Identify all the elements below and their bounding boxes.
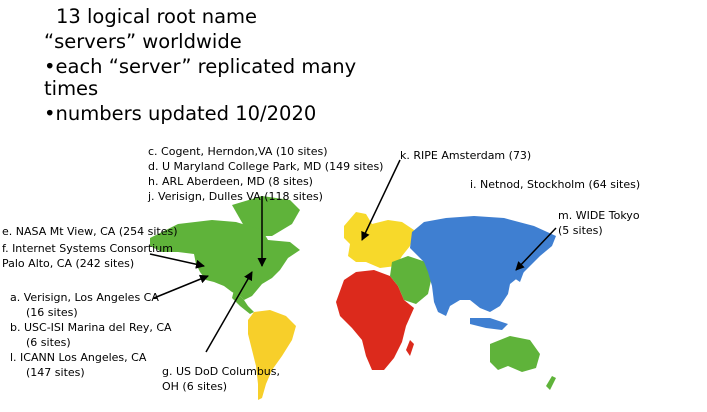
label-wide-sites: (5 sites) xyxy=(558,224,603,237)
label-wide-name: m. WIDE Tokyo xyxy=(558,209,640,222)
australia-shape xyxy=(490,336,540,372)
label-cogent: c. Cogent, Herndon,VA (10 sites) xyxy=(148,145,328,158)
label-icann-sites: (147 sites) xyxy=(26,366,85,379)
bullet-list: 13 logical root name “servers” worldwide… xyxy=(44,6,356,128)
label-dod-name: g. US DoD Columbus, xyxy=(162,365,281,378)
label-wide: m. WIDE Tokyo (5 sites) xyxy=(558,208,640,238)
bullet-line-3: •each “server” replicated many xyxy=(44,55,357,78)
label-icann: l. ICANN Los Angeles, CA (147 sites) xyxy=(10,350,146,380)
south-america-shape xyxy=(248,310,296,400)
arrow-wide xyxy=(515,227,557,271)
label-verisign-la-name: a. Verisign, Los Angeles CA xyxy=(10,291,159,304)
label-verisign-la-sites: (16 sites) xyxy=(26,306,78,319)
arrow-ripe xyxy=(361,159,401,241)
middle-east-shape xyxy=(390,256,432,304)
label-arl: h. ARL Aberdeen, MD (8 sites) xyxy=(148,175,313,188)
label-ripe: k. RIPE Amsterdam (73) xyxy=(400,149,532,162)
label-dod-sites: OH (6 sites) xyxy=(162,380,228,393)
arrow-palo-alto xyxy=(149,253,205,269)
label-us-east: c. Cogent, Herndon,VA (10 sites) d. U Ma… xyxy=(148,144,383,204)
label-usc: b. USC-ISI Marina del Rey, CA (6 sites) xyxy=(10,320,172,350)
label-dod: g. US DoD Columbus, OH (6 sites) xyxy=(162,364,280,394)
bullet-line-4: times xyxy=(44,77,99,100)
new-zealand-shape xyxy=(546,376,556,390)
asia-shape xyxy=(410,216,556,316)
label-nasa: e. NASA Mt View, CA (254 sites) xyxy=(2,225,178,238)
europe-shape xyxy=(344,212,414,268)
label-isc-name: f. Internet Systems Consortium xyxy=(2,242,173,255)
label-icann-name: l. ICANN Los Angeles, CA xyxy=(10,351,147,364)
bullet-line-1: 13 logical root name xyxy=(56,5,258,28)
label-isc: f. Internet Systems Consortium Palo Alto… xyxy=(2,241,173,271)
label-usc-sites: (6 sites) xyxy=(26,336,71,349)
label-umaryland: d. U Maryland College Park, MD (149 site… xyxy=(148,160,384,173)
label-isc-sites: Palo Alto, CA (242 sites) xyxy=(2,257,135,270)
label-verisign-la: a. Verisign, Los Angeles CA (16 sites) xyxy=(10,290,159,320)
label-netnod: i. Netnod, Stockholm (64 sites) xyxy=(470,178,641,191)
africa-shape xyxy=(336,270,414,370)
madagascar-shape xyxy=(406,340,414,356)
arrow-los-angeles xyxy=(153,274,209,299)
bullet-line-2: “servers” worldwide xyxy=(44,30,242,53)
indonesia-shape xyxy=(470,318,508,330)
label-verisign-dulles: j. Verisign, Dulles VA (118 sites) xyxy=(148,190,323,203)
arrow-dod xyxy=(205,271,253,353)
bullet-line-5: •numbers updated 10/2020 xyxy=(44,102,317,125)
label-usc-name: b. USC-ISI Marina del Rey, CA xyxy=(10,321,172,334)
